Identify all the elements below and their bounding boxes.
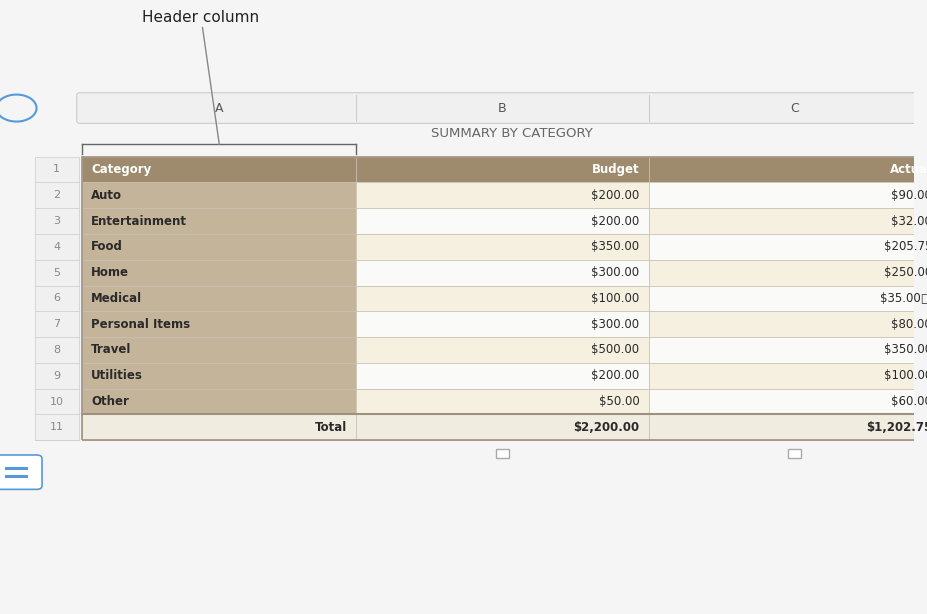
Bar xyxy=(648,260,927,286)
Bar xyxy=(648,389,927,414)
Text: Header column: Header column xyxy=(142,10,260,144)
Text: Medical: Medical xyxy=(91,292,143,305)
Text: $350.00: $350.00 xyxy=(590,240,639,254)
Text: $90.00: $90.00 xyxy=(890,188,927,202)
Text: $2,200.00: $2,200.00 xyxy=(573,421,639,434)
Bar xyxy=(83,311,356,337)
Text: Utilities: Utilities xyxy=(91,369,143,383)
Text: Personal Items: Personal Items xyxy=(91,317,190,331)
Text: 5: 5 xyxy=(53,268,60,278)
Text: 10: 10 xyxy=(49,397,64,406)
Text: B: B xyxy=(498,101,506,115)
Bar xyxy=(356,157,648,182)
Text: Actual: Actual xyxy=(889,163,927,176)
Text: Header row: Header row xyxy=(0,613,1,614)
Bar xyxy=(356,234,648,260)
Bar xyxy=(356,311,648,337)
Bar xyxy=(648,311,927,337)
Bar xyxy=(356,363,648,389)
Text: Travel: Travel xyxy=(91,343,132,357)
Text: $300.00: $300.00 xyxy=(590,266,639,279)
Text: Footer row: Footer row xyxy=(0,613,1,614)
Text: $100.00: $100.00 xyxy=(590,292,639,305)
Bar xyxy=(648,182,927,208)
Bar xyxy=(788,449,800,458)
Text: Food: Food xyxy=(91,240,123,254)
Text: $1,202.75: $1,202.75 xyxy=(865,421,927,434)
Text: $200.00: $200.00 xyxy=(590,214,639,228)
Text: $250.00: $250.00 xyxy=(883,266,927,279)
Bar xyxy=(356,260,648,286)
Text: 4: 4 xyxy=(53,242,60,252)
Text: Entertainment: Entertainment xyxy=(91,214,187,228)
Text: $500.00: $500.00 xyxy=(590,343,639,357)
Text: C: C xyxy=(790,101,798,115)
Bar xyxy=(648,157,927,182)
Text: 1: 1 xyxy=(53,165,60,174)
Text: 2: 2 xyxy=(53,190,60,200)
Text: 8: 8 xyxy=(53,345,60,355)
Text: Category: Category xyxy=(91,163,151,176)
Text: $80.00: $80.00 xyxy=(890,317,927,331)
Text: 9: 9 xyxy=(53,371,60,381)
Bar xyxy=(83,234,356,260)
Bar xyxy=(356,286,648,311)
Text: $200.00: $200.00 xyxy=(590,369,639,383)
Text: Total: Total xyxy=(314,421,347,434)
Bar xyxy=(356,414,648,440)
Bar xyxy=(83,260,356,286)
Text: A: A xyxy=(215,101,223,115)
Bar xyxy=(496,449,508,458)
Bar xyxy=(83,157,927,440)
Text: 6: 6 xyxy=(53,293,60,303)
Bar xyxy=(356,389,648,414)
Bar xyxy=(356,208,648,234)
Text: Other: Other xyxy=(91,395,129,408)
Bar xyxy=(648,414,927,440)
Bar xyxy=(648,208,927,234)
Text: $205.75: $205.75 xyxy=(883,240,927,254)
Text: $200.00: $200.00 xyxy=(590,188,639,202)
Text: 3: 3 xyxy=(53,216,60,226)
Bar xyxy=(648,363,927,389)
Text: 11: 11 xyxy=(49,422,64,432)
Bar xyxy=(83,414,356,440)
Text: $35.00□: $35.00□ xyxy=(879,292,927,305)
FancyBboxPatch shape xyxy=(77,93,927,123)
Bar xyxy=(648,337,927,363)
Bar xyxy=(83,157,356,182)
Bar xyxy=(83,208,356,234)
Text: $350.00: $350.00 xyxy=(883,343,927,357)
Bar xyxy=(83,389,356,414)
Bar xyxy=(356,182,648,208)
Bar xyxy=(83,286,356,311)
Text: SUMMARY BY CATEGORY: SUMMARY BY CATEGORY xyxy=(430,126,591,140)
Text: $100.00: $100.00 xyxy=(883,369,927,383)
Bar xyxy=(83,182,356,208)
Bar xyxy=(34,157,79,440)
Text: $32.00: $32.00 xyxy=(890,214,927,228)
Text: 7: 7 xyxy=(53,319,60,329)
Bar xyxy=(648,234,927,260)
Text: $60.00: $60.00 xyxy=(890,395,927,408)
Text: Body rows: Body rows xyxy=(0,613,1,614)
Text: $300.00: $300.00 xyxy=(590,317,639,331)
Bar xyxy=(83,337,356,363)
Bar xyxy=(648,286,927,311)
Text: Home: Home xyxy=(91,266,129,279)
Bar xyxy=(83,363,356,389)
Text: $50.00: $50.00 xyxy=(598,395,639,408)
Bar xyxy=(356,337,648,363)
Text: Auto: Auto xyxy=(91,188,122,202)
FancyBboxPatch shape xyxy=(0,455,42,489)
Text: Budget: Budget xyxy=(591,163,639,176)
